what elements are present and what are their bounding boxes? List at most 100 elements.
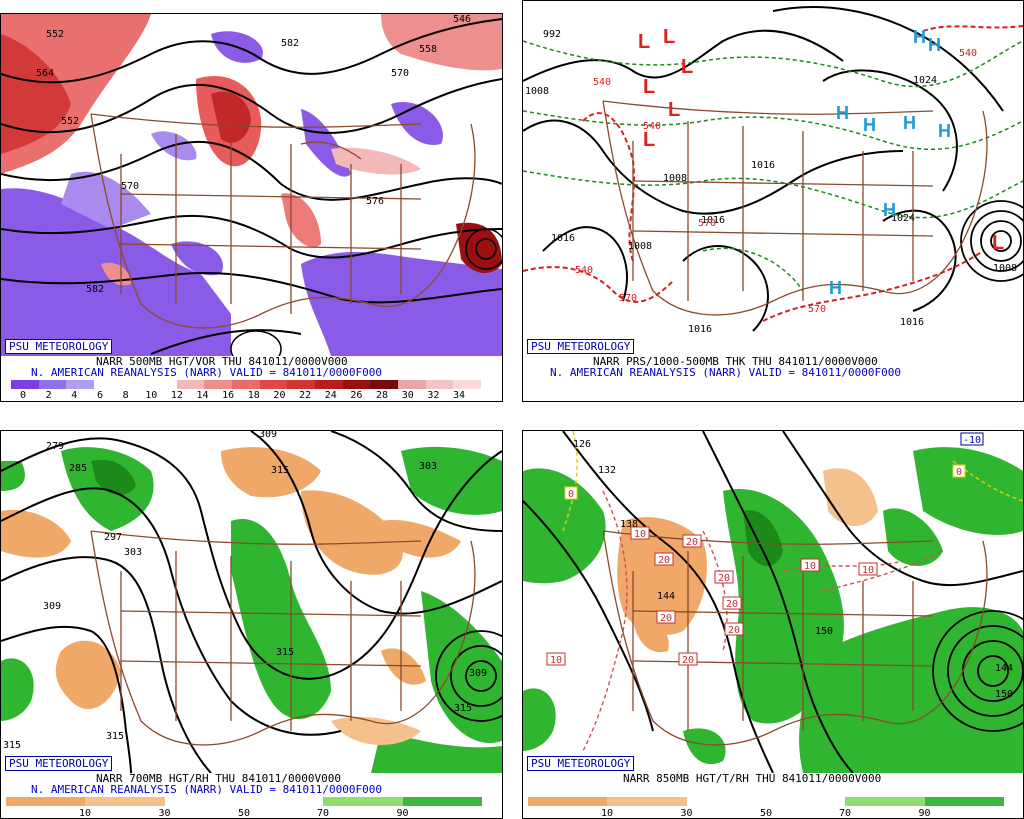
colorbar-swatch [686, 797, 766, 806]
colorbar-tick: 70 [838, 808, 852, 819]
colorbar-tick: 30 [401, 390, 414, 401]
brand-label: PSU METEOROLOGY [527, 756, 635, 771]
high-center: H [928, 35, 941, 55]
caption-valid: N. AMERICAN REANALYSIS (NARR) VALID = 84… [550, 366, 901, 379]
colorbar-swatch [243, 797, 324, 806]
temperature-label: 20 [728, 625, 740, 636]
isobar-label: 1008 [628, 241, 652, 252]
colorbar-tick: 20 [273, 390, 286, 401]
contour-label: 546 [453, 14, 471, 25]
colorbar-swatch [528, 797, 608, 806]
brand-label: PSU METEOROLOGY [527, 339, 635, 354]
colorbar-tick: 4 [71, 390, 78, 401]
contour-label: 315 [106, 731, 124, 742]
contour-label: 297 [104, 532, 122, 543]
colorbar-tick: 18 [247, 390, 260, 401]
colorbar-tick: 0 [19, 390, 27, 401]
colorbar-swatch [85, 797, 165, 806]
colorbar-swatch [453, 380, 481, 389]
colorbar-swatch [149, 380, 177, 389]
isobar-label: 1016 [751, 160, 775, 171]
temperature-label: -10 [963, 435, 981, 446]
contour-label: 315 [276, 647, 294, 658]
thickness-label: 540 [643, 121, 661, 132]
contour-label: 570 [391, 68, 409, 79]
temperature-label: 0 [956, 467, 962, 478]
temperature-label: 10 [550, 655, 562, 666]
isobar-label: 1016 [551, 233, 575, 244]
colorbar-swatch [176, 380, 205, 389]
colorbar-swatch [765, 797, 846, 806]
thickness-label: 570 [698, 218, 716, 229]
brand-label: PSU METEOROLOGY [5, 756, 113, 771]
colorbar-tick: 34 [452, 390, 466, 401]
colorbar-swatch [66, 380, 94, 389]
colorbar-tick: 10 [78, 808, 92, 819]
colorbar-swatch [924, 797, 1004, 806]
colorbar-tick: 12 [170, 390, 183, 401]
isobar-label: 1016 [701, 215, 725, 226]
colorbar [11, 380, 481, 389]
colorbar-swatch [402, 797, 482, 806]
contour-label: 309 [43, 601, 61, 612]
pressure-map: 992 1008 1016 1008 1008 1016 1016 1016 1… [523, 1, 1023, 353]
low-center: L [643, 129, 655, 151]
high-center: H [903, 113, 916, 133]
colorbar-tick: 26 [350, 390, 363, 401]
colorbar-tick: 10 [600, 808, 614, 819]
colorbar [528, 797, 1004, 806]
low-center: L [668, 99, 680, 121]
contour-label: 570 [121, 181, 139, 192]
isobar-label: 1008 [663, 173, 687, 184]
caption-valid: N. AMERICAN REANALYSIS (NARR) VALID = 84… [31, 783, 382, 796]
colorbar-tick: 70 [316, 808, 330, 819]
colorbar-swatch [164, 797, 244, 806]
contour-label: 138 [620, 519, 638, 530]
low-center: L [643, 76, 655, 98]
temperature-label: 20 [682, 655, 694, 666]
caption-valid: N. AMERICAN REANALYSIS (NARR) VALID = 84… [31, 366, 382, 379]
contour-label: 564 [36, 68, 54, 79]
colorbar-tick: 32 [427, 390, 440, 401]
temperature-label: 20 [686, 537, 698, 548]
colorbar-tick: 24 [324, 390, 337, 401]
colorbar-swatch [607, 797, 687, 806]
panel-500mb-vorticity: 552 570 558 546 582 564 552 576 570 582 … [0, 13, 503, 402]
contour-label: 150 [995, 689, 1013, 700]
colorbar-swatch [93, 380, 122, 389]
colorbar-swatch [397, 380, 426, 389]
temperature-label: 0 [568, 489, 574, 500]
caption-title: NARR 500MB HGT/VOR THU 841011/0000V000 [96, 355, 348, 368]
colorbar-swatch [38, 380, 67, 389]
temperature-label: 20 [726, 599, 738, 610]
low-center: L [638, 31, 650, 53]
low-center: L [992, 232, 1004, 254]
thickness-label: 540 [575, 265, 593, 276]
colorbar-tick: 8 [122, 390, 129, 401]
t850-map: 126 132 138 144 150 144 150 0 10 20 20 2… [523, 431, 1023, 773]
contour-label: 315 [271, 465, 289, 476]
colorbar-tick: 14 [196, 390, 209, 401]
contour-label: 144 [995, 663, 1013, 674]
contour-label: 126 [573, 439, 591, 450]
panel-850mb-temperature: 126 132 138 144 150 144 150 0 10 20 20 2… [522, 430, 1024, 819]
temperature-label: 20 [660, 613, 672, 624]
colorbar-tick: 50 [237, 808, 251, 819]
isobar-label: 1016 [900, 317, 924, 328]
colorbar-tick: 28 [376, 390, 389, 401]
colorbar-swatch [259, 380, 288, 389]
colorbar-swatch [845, 797, 925, 806]
high-center: H [913, 27, 926, 47]
colorbar-tick: 6 [96, 390, 103, 401]
temperature-label: 10 [804, 561, 816, 572]
contour-label: 285 [69, 463, 87, 474]
colorbar-swatch [315, 380, 343, 389]
low-center: L [663, 26, 675, 48]
colorbar-tick: 30 [680, 808, 693, 819]
colorbar-swatch [121, 380, 150, 389]
panel-700mb-rh: 279 285 297 303 309 315 309 315 303 309 … [0, 430, 503, 819]
isobar-label: 1024 [891, 213, 915, 224]
high-center: H [836, 103, 849, 123]
caption-title: NARR 850MB HGT/T/RH THU 841011/0000V000 [623, 772, 882, 785]
temperature-label: 10 [634, 529, 646, 540]
